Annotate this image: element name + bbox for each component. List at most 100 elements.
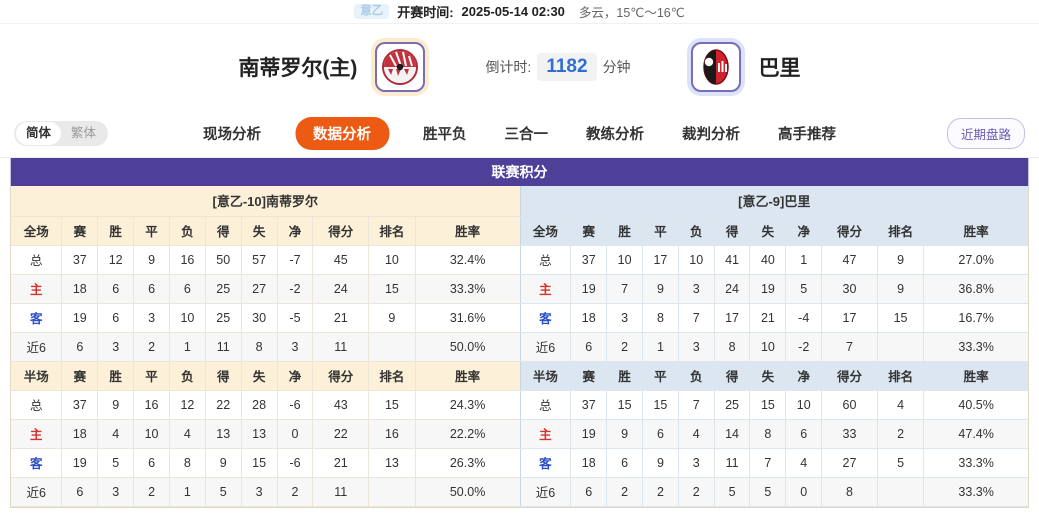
table-row: 近6 6 2 2 2 5 5 0 8 33.3% — [520, 477, 1028, 507]
home-half-cell-4: 13 — [205, 419, 242, 449]
away-half-cell-0: 37 — [570, 390, 608, 420]
tab-referee-analysis[interactable]: 裁判分析 — [682, 127, 740, 143]
away-half-cell-5: 7 — [749, 448, 787, 478]
home-full-column-header-8: 得分 — [312, 216, 370, 246]
away-full-cell-0: 37 — [570, 245, 608, 275]
home-full-cell-1: 3 — [97, 332, 135, 362]
table-row: 主 19 7 9 3 24 19 5 30 9 36.8% — [520, 274, 1028, 304]
home-half-cell-1: 9 — [97, 390, 135, 420]
navigation-bar: 简体 繁体 现场分析 数据分析 胜平负 三合一 教练分析 裁判分析 高手推荐 近… — [0, 110, 1039, 158]
home-half-cell-3: 8 — [169, 448, 206, 478]
recent-odds-button[interactable]: 近期盘路 — [946, 118, 1025, 149]
home-half-cell-3: 1 — [169, 477, 206, 507]
away-half-column-header-8: 得分 — [821, 361, 878, 391]
home-half-cell-9: 22.2% — [415, 419, 520, 449]
table-row: 总 37 15 15 7 25 15 10 60 4 40.5% — [520, 390, 1028, 420]
away-team[interactable]: 巴里 — [686, 38, 801, 96]
away-half-column-header-2: 胜 — [606, 361, 643, 391]
away-full-cell-8: 15 — [877, 303, 925, 333]
home-half-cell-9: 24.3% — [415, 390, 520, 420]
home-full-cell-7: 21 — [312, 303, 370, 333]
table-row: 主 18 4 10 4 13 13 0 22 16 22.2% — [11, 419, 520, 449]
language-toggle[interactable]: 简体 繁体 — [14, 121, 109, 146]
home-half-column-header-1: 赛 — [61, 361, 99, 391]
home-full-column-header-1: 赛 — [61, 216, 99, 246]
away-full-cell-4: 41 — [714, 245, 751, 275]
tab-win-draw-loss[interactable]: 胜平负 — [423, 127, 467, 143]
table-row: 主 18 6 6 6 25 27 -2 24 15 33.3% — [11, 274, 520, 304]
tab-live-analysis[interactable]: 现场分析 — [203, 127, 261, 143]
away-half-cell-8: 2 — [877, 419, 925, 449]
home-full-cell-5: 30 — [241, 303, 278, 333]
home-half-cell-6: 0 — [277, 419, 314, 449]
home-full-cell-4: 11 — [205, 332, 242, 362]
table-row: 近6 6 2 1 3 8 10 -2 7 33.3% — [520, 332, 1028, 362]
lang-traditional-option[interactable]: 繁体 — [71, 126, 97, 141]
home-half-cell-8: 15 — [368, 390, 416, 420]
home-half-cell-5: 3 — [241, 477, 278, 507]
home-half-cell-4: 5 — [205, 477, 242, 507]
away-half-cell-7: 60 — [821, 390, 878, 420]
away-half-cell-2: 2 — [642, 477, 679, 507]
home-full-cell-8 — [368, 332, 416, 362]
away-full-cell-6: -4 — [785, 303, 823, 333]
table-row: 近6 6 3 2 1 5 3 2 11 50.0% — [11, 477, 520, 507]
away-full-column-header-7: 净 — [785, 216, 823, 246]
home-full-cell-2: 6 — [133, 274, 170, 304]
away-standings-table: [意乙-9]巴里 全场赛胜平负得失净得分 排名 胜率总 37 10 17 10 41 40 1 47 9… — [519, 186, 1028, 507]
away-half-cell-1: 2 — [606, 477, 643, 507]
tab-coach-analysis[interactable]: 教练分析 — [586, 127, 644, 143]
home-half-column-header-2: 胜 — [97, 361, 135, 391]
home-standings-table: [意乙-10]南蒂罗尔 全场赛胜平负得失净得分 排名 胜率总 37 12 9 16 50 57 -7… — [11, 186, 520, 507]
home-full-cell-0: 6 — [61, 332, 99, 362]
home-full-cell-5: 27 — [241, 274, 278, 304]
home-half-column-header-6: 失 — [241, 361, 278, 391]
away-full-cell-5: 19 — [749, 274, 787, 304]
home-half-row-label: 主 — [11, 419, 63, 449]
home-team[interactable]: 南蒂罗尔(主) — [238, 38, 430, 96]
home-full-row-label: 主 — [11, 274, 63, 304]
away-half-cell-2: 9 — [642, 448, 679, 478]
away-half-row-label: 客 — [520, 448, 572, 478]
away-full-cell-0: 18 — [570, 303, 608, 333]
away-full-cell-9: 36.8% — [923, 274, 1028, 304]
away-full-cell-7: 30 — [821, 274, 878, 304]
away-full-row-label: 客 — [520, 303, 572, 333]
home-full-column-header-row: 全场赛胜平负得失净得分 排名 胜率 — [11, 216, 520, 246]
away-full-column-header-6: 失 — [749, 216, 787, 246]
match-time-value: 2025-05-14 02:30 — [461, 4, 565, 19]
away-full-cell-5: 40 — [749, 245, 787, 275]
away-half-cell-3: 3 — [678, 448, 715, 478]
away-full-column-header-4: 负 — [678, 216, 715, 246]
home-half-cell-3: 4 — [169, 419, 206, 449]
table-row: 客 18 6 9 3 11 7 4 27 5 33.3% — [520, 448, 1028, 478]
home-half-column-header-9: 排名 — [368, 361, 416, 391]
lang-simplified-option[interactable]: 简体 — [16, 122, 62, 145]
away-half-cell-1: 9 — [606, 419, 643, 449]
tab-expert-picks[interactable]: 高手推荐 — [778, 127, 836, 143]
away-half-cell-6: 10 — [785, 390, 823, 420]
away-half-cell-1: 6 — [606, 448, 643, 478]
home-full-cell-3: 10 — [169, 303, 206, 333]
away-half-cell-1: 15 — [606, 390, 643, 420]
away-half-cell-4: 25 — [714, 390, 751, 420]
tab-data-analysis[interactable]: 数据分析 — [295, 117, 389, 150]
home-half-cell-0: 6 — [61, 477, 99, 507]
away-half-cell-9: 47.4% — [923, 419, 1028, 449]
home-full-cell-9: 33.3% — [415, 274, 520, 304]
away-half-column-header-0: 半场 — [520, 361, 572, 391]
away-team-logo — [686, 38, 745, 96]
home-crest-icon — [382, 49, 419, 85]
home-full-row-label: 近6 — [11, 332, 63, 362]
away-full-cell-9: 27.0% — [923, 245, 1028, 275]
home-full-column-header-0: 全场 — [11, 216, 63, 246]
away-full-cell-2: 8 — [642, 303, 679, 333]
home-half-cell-9: 50.0% — [415, 477, 520, 507]
home-half-cell-8 — [368, 477, 416, 507]
away-half-cell-6: 6 — [785, 419, 823, 449]
away-full-cell-7: 7 — [821, 332, 878, 362]
home-half-cell-7: 43 — [312, 390, 370, 420]
away-full-cell-4: 17 — [714, 303, 751, 333]
tab-three-in-one[interactable]: 三合一 — [504, 127, 549, 143]
home-half-cell-5: 28 — [241, 390, 278, 420]
